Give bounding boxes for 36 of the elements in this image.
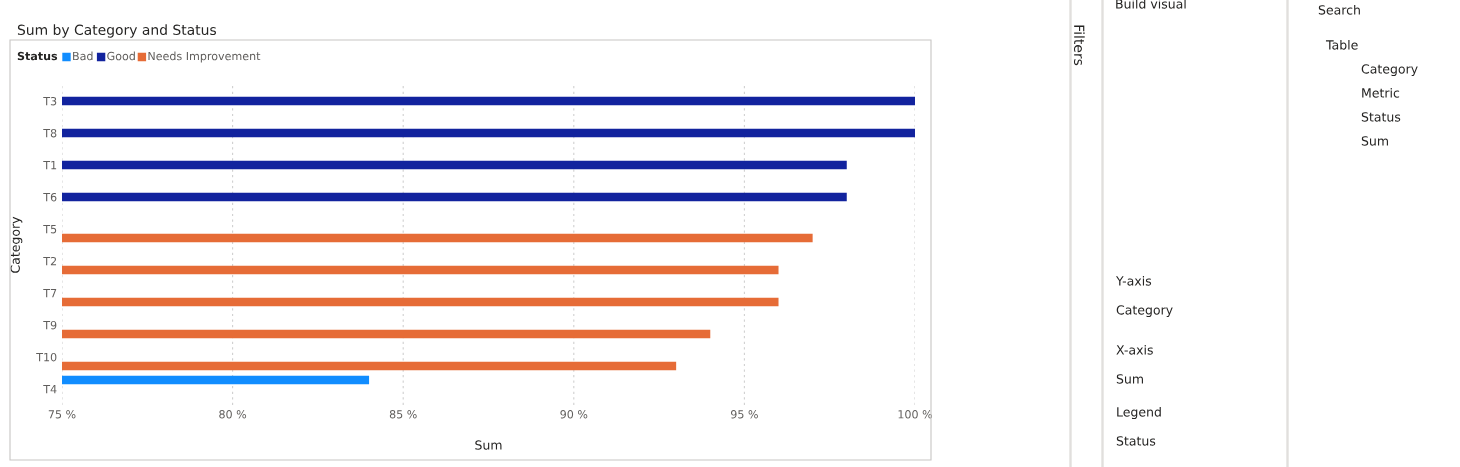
legend-label: Needs Improvement — [148, 51, 261, 63]
y-axis-title: Category — [10, 216, 23, 273]
legend-label: Bad — [73, 51, 93, 61]
x-axis-title: Sum — [475, 440, 502, 450]
text: Y-axis — [1115, 275, 1152, 286]
legend-title: Status — [17, 51, 58, 61]
text: Status — [1361, 112, 1401, 122]
chart-title: Sum by Category and Status — [17, 24, 216, 38]
text: Search — [1318, 4, 1360, 15]
y-tick-label: T3 — [43, 96, 57, 106]
x-tick-label: 90 % — [560, 410, 588, 419]
y-tick-label: T6 — [43, 192, 57, 202]
x-tick-label: 100 % — [898, 410, 933, 419]
x-tick-label: 80 % — [219, 410, 247, 419]
y-tick-label: T10 — [36, 352, 57, 362]
text: Legend — [1117, 406, 1161, 420]
y-tick-label: T8 — [43, 128, 57, 138]
y-tick-label: T1 — [43, 161, 57, 170]
y-tick-label: T9 — [43, 320, 57, 330]
text: Category — [1116, 305, 1173, 318]
text: Sum — [1116, 374, 1143, 384]
legend-label: Good — [107, 51, 135, 61]
text: Category — [1361, 64, 1418, 77]
y-tick-label: T7 — [43, 289, 57, 298]
y-tick-label: T4 — [43, 385, 57, 394]
y-tick-label: T5 — [43, 225, 57, 234]
x-tick-label: 95 % — [730, 410, 758, 419]
text: Table — [1325, 39, 1358, 50]
text: Metric — [1362, 87, 1400, 98]
text: Status — [1116, 436, 1156, 446]
y-tick-label: T2 — [43, 256, 57, 266]
x-tick-label: 85 % — [389, 410, 417, 419]
text: Filters — [1073, 25, 1085, 66]
x-tick-label: 75 % — [48, 410, 76, 419]
text: X-axis — [1116, 344, 1153, 355]
text: Sum — [1361, 136, 1388, 146]
